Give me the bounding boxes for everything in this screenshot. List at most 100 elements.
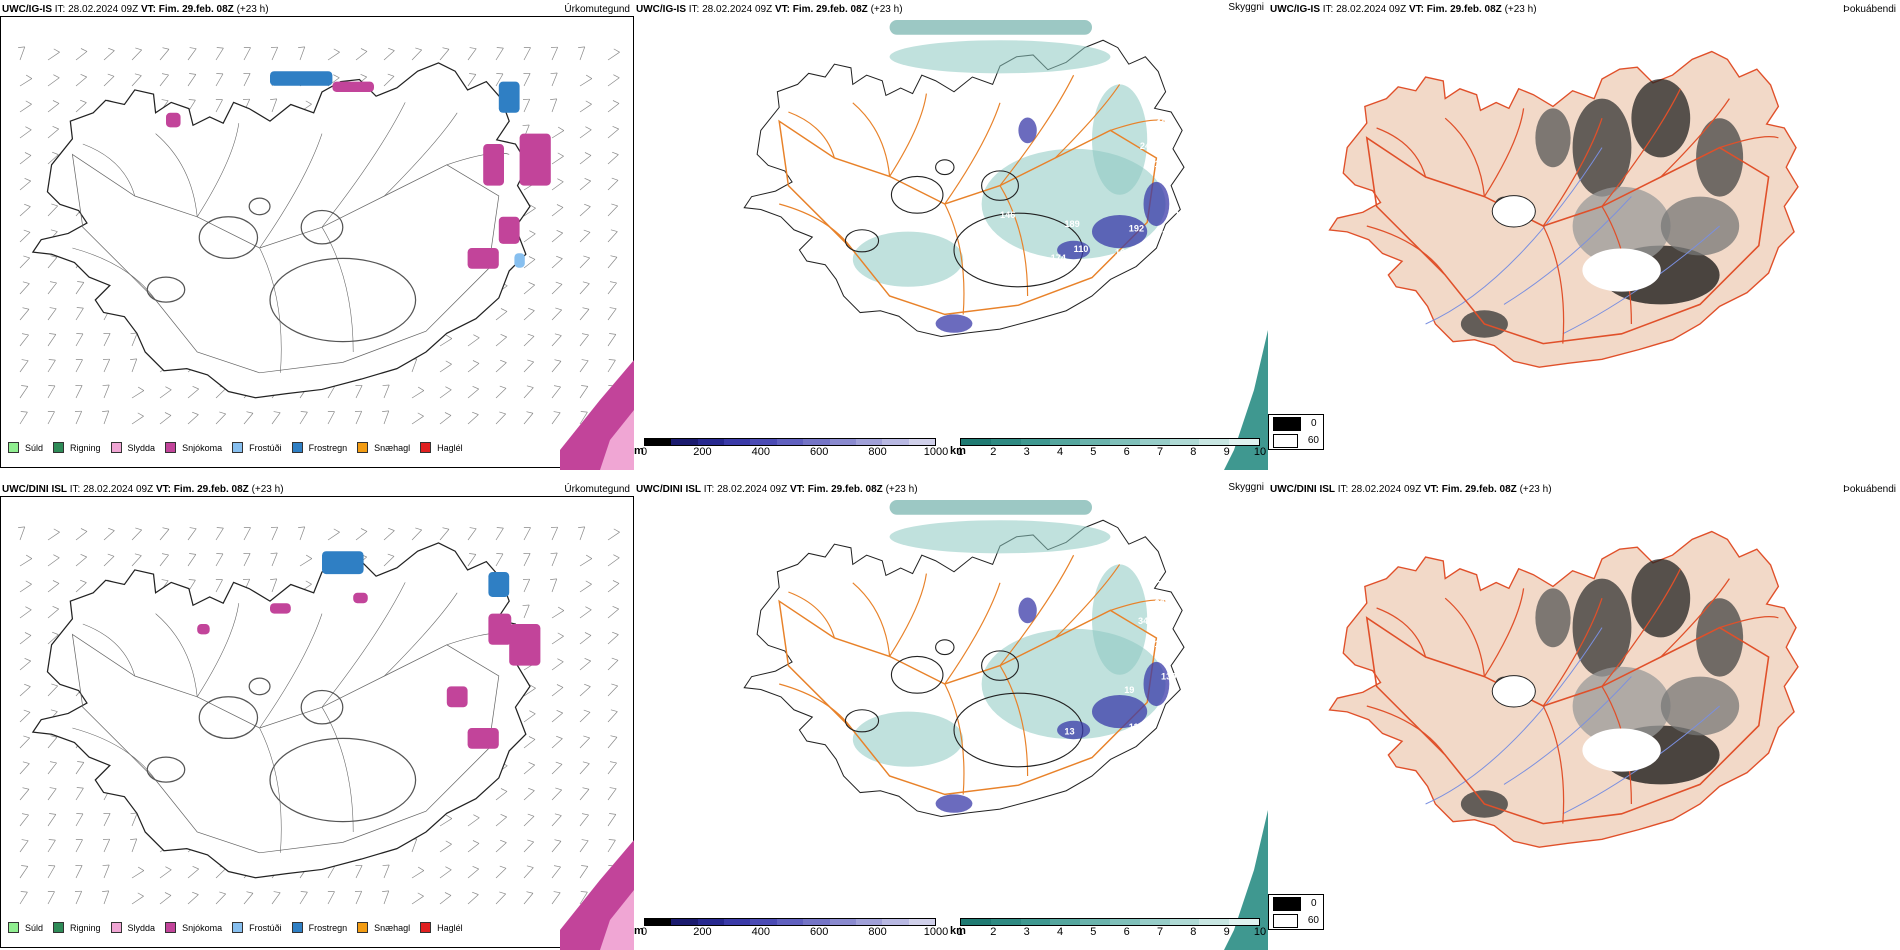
legend-label: Snæhagl (374, 922, 411, 933)
colorbar-tick-label: 1000 (923, 446, 949, 458)
ceiling-label: 110 (1175, 210, 1190, 220)
legend-item: Haglél (420, 922, 463, 933)
forecast-row: UWC/DINI ISL IT: 28.02.2024 09Z VT: Fim.… (0, 480, 1900, 950)
legend-item: Frostúði (232, 922, 282, 933)
fog-legend: 0 60 (1268, 894, 1324, 930)
fog-legend-label: 0 (1311, 898, 1317, 909)
legend-swatch (8, 442, 19, 453)
legend-swatch (165, 442, 177, 453)
precip-legend: Súld Rigning Slydda Snjókoma Frostúði Frostre… (8, 442, 473, 455)
visibility-panel-title: Skyggni (1228, 482, 1264, 493)
legend-label: Frostúði (249, 922, 282, 933)
lead-time: (+23 h) (885, 484, 918, 495)
colorbar-tick-label: 0 (640, 926, 648, 938)
fog-legend-label: 0 (1311, 418, 1317, 429)
fog-panel-title: Þokuábendi (1843, 484, 1896, 495)
colorbar-ticks: 1 2 3 4 5 6 7 8 9 10 (956, 926, 1266, 938)
ceiling-label: 68 (1078, 740, 1088, 750)
legend-swatch (165, 922, 177, 933)
visibility-panel: UWC/DINI ISL IT: 28.02.2024 09Z VT: Fim.… (634, 480, 1268, 950)
legend-item: Frostúði (232, 442, 282, 453)
legend-item: Snæhagl (357, 922, 410, 933)
colorbar-tick-label: 4 (1056, 446, 1064, 458)
legend-swatch (110, 442, 122, 453)
legend-item: Súld (8, 922, 43, 933)
vt-label: VT: (1408, 4, 1424, 15)
colorbar-tick-label: 3 (1023, 446, 1030, 458)
colorbar-unit: km (950, 445, 966, 457)
legend-item: Slydda (110, 442, 155, 453)
colorbar-tick-label: 6 (1123, 926, 1130, 938)
colorbar-unit: km (950, 925, 966, 937)
forecast-row: UWC/IG-IS IT: 28.02.2024 09Z VT: Fim. 29… (0, 0, 1900, 470)
colorbar-tick-label: 7 (1156, 446, 1164, 458)
cloud-base-colorbar: 0 200 400 600 800 1000 m (634, 918, 948, 938)
model-name: UWC/IG-IS (1270, 4, 1320, 15)
ceiling-label: 110 (1074, 244, 1089, 254)
legend-item: Frostregn (291, 922, 347, 933)
ceiling-label: 244 (1140, 141, 1156, 151)
ceiling-label: 117 (1129, 722, 1144, 732)
legend-label: Rigning (70, 922, 101, 933)
colorbar-cells (644, 438, 936, 446)
legend-swatch (291, 922, 303, 933)
fog-panel-title: Þokuábendi (1843, 4, 1896, 15)
it-label: IT: (69, 484, 81, 495)
colorbar-tick-label: 10 (1253, 446, 1267, 458)
ceiling-label: 88 (977, 357, 987, 367)
lead-time: (+23 h) (251, 484, 284, 495)
legend-label: Slydda (127, 922, 156, 933)
colorbar-tick-label: 2 (990, 926, 997, 938)
fog-legend: 0 60 (1268, 414, 1324, 450)
precip-type-panel: UWC/DINI ISL IT: 28.02.2024 09Z VT: Fim.… (0, 480, 634, 950)
vt-value: Fim. 29.feb. 08Z (173, 484, 249, 495)
fog-legend-swatch (1273, 896, 1301, 911)
legend-label: Snæhagl (374, 442, 411, 453)
model-name: UWC/DINI ISL (636, 484, 701, 495)
model-name: UWC/IG-IS (2, 4, 52, 15)
visibility-colorbar: 1 2 3 4 5 6 7 8 9 10 km (950, 918, 1266, 938)
legend-swatch (53, 922, 65, 933)
lead-time: (+23 h) (1504, 4, 1537, 15)
it-label: IT: (1322, 4, 1334, 15)
ceiling-label: 189 (1064, 219, 1079, 229)
vt-value: Fim. 29.feb. 08Z (1441, 484, 1517, 495)
colorbar-ticks: 0 200 400 600 800 1000 (640, 926, 948, 938)
legend-swatch (232, 922, 244, 933)
colorbar-tick-label: 6 (1123, 446, 1130, 458)
legend-label: Rigning (70, 442, 101, 453)
vt-label: VT: (789, 484, 805, 495)
visibility-panel-title: Skyggni (1228, 2, 1264, 13)
colorbar-tick-label: 2 (990, 446, 997, 458)
lead-time: (+23 h) (236, 4, 269, 15)
colorbar-tick-label: 9 (1223, 926, 1230, 938)
ceiling-label: 202 (1155, 598, 1170, 608)
colorbar-ticks: 1 2 3 4 5 6 7 8 9 10 (956, 446, 1266, 458)
colorbar-tick-label: 5 (1090, 446, 1097, 458)
fog-legend-swatch (1273, 433, 1298, 448)
model-name: UWC/IG-IS (636, 4, 686, 15)
it-value: 28.02.2024 09Z (702, 4, 773, 15)
fog-legend-row: 0 (1269, 415, 1323, 432)
it-label: IT: (703, 484, 715, 495)
colorbar-tick-label: 400 (751, 926, 770, 938)
precip-map (18, 526, 634, 950)
colorbar-unit: m (634, 445, 644, 457)
ceiling-label: 143 (1162, 229, 1177, 239)
legend-swatch (53, 442, 65, 453)
legend-item: Rigning (53, 442, 101, 453)
ceiling-label: 146 (1000, 210, 1015, 220)
vt-label: VT: (140, 4, 156, 15)
legend-swatch (110, 922, 122, 933)
colorbar-tick-label: 1 (956, 926, 964, 938)
colorbar-tick-label: 10 (1253, 926, 1267, 938)
colorbar-ticks: 0 200 400 600 800 1000 (641, 446, 948, 458)
legend-swatch (8, 922, 19, 933)
fog-legend-swatch (1273, 913, 1298, 928)
it-value: 28.02.2024 09Z (83, 484, 154, 495)
precip-type-panel: UWC/IG-IS IT: 28.02.2024 09Z VT: Fim. 29… (0, 0, 634, 470)
ceiling-label: 121 (1155, 159, 1170, 169)
colorbar-tick-label: 4 (1056, 926, 1064, 938)
colorbar-tick-label: 1 (956, 446, 964, 458)
